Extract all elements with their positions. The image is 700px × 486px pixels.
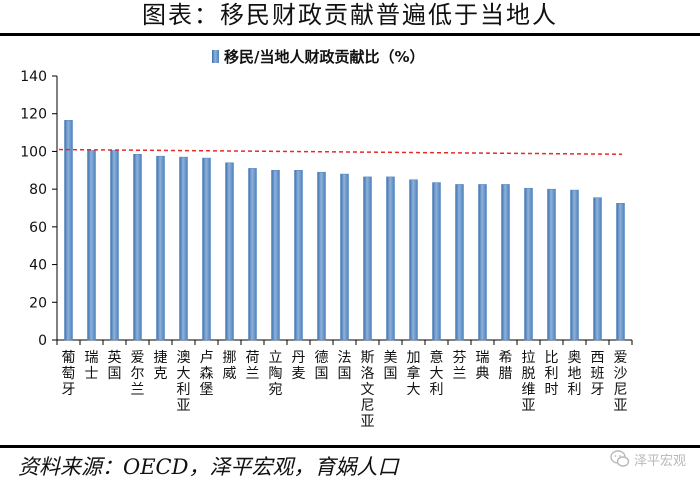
bar	[340, 173, 349, 341]
x-tick-label: 荷兰	[246, 350, 260, 382]
bar	[570, 189, 579, 341]
bar	[202, 157, 211, 341]
bar	[110, 150, 119, 341]
bar	[616, 203, 625, 341]
bar-chart: 移民/当地人财政贡献比（%） 0 20 40 60 80 100 120 140 葡萄牙瑞士英…	[20, 48, 633, 430]
x-tick-label: 瑞典	[476, 350, 490, 382]
x-tick-label: 芬兰	[453, 350, 467, 382]
y-tick-label: 120	[20, 107, 47, 123]
bar	[179, 156, 188, 341]
bar	[386, 176, 395, 341]
bar	[225, 162, 234, 341]
x-tick-label: 奥地利	[568, 349, 582, 398]
bar	[409, 179, 418, 341]
bar	[317, 171, 326, 341]
x-tick-label: 挪威	[223, 350, 237, 382]
x-tick-label: 澳大利亚	[177, 350, 191, 414]
y-tick-label: 60	[29, 220, 47, 236]
y-tick-label: 140	[20, 69, 47, 85]
bar	[87, 150, 96, 341]
x-tick-label: 葡萄牙	[62, 350, 76, 398]
x-tick-label: 爱沙尼亚	[614, 350, 628, 414]
x-tick-label: 英国	[108, 349, 122, 382]
x-tick-label: 捷克	[154, 350, 168, 382]
x-tick-label: 比利时	[545, 350, 559, 398]
x-tick-label: 斯洛文尼亚	[361, 350, 375, 430]
legend-label: 移民/当地人财政贡献比（%）	[224, 48, 425, 66]
bar	[363, 176, 372, 341]
bar	[133, 154, 142, 341]
watermark-text: 泽平宏观	[633, 453, 686, 469]
x-tick-label: 卢森堡	[200, 350, 214, 398]
bar-series	[64, 120, 625, 341]
x-tick-label: 瑞士	[85, 350, 99, 382]
bar	[294, 170, 303, 341]
y-tick-label: 100	[20, 144, 47, 160]
x-tick-label: 加拿大	[407, 350, 421, 398]
top-divider	[0, 33, 700, 36]
bar	[547, 188, 556, 341]
reference-line	[58, 148, 623, 156]
bar	[593, 197, 602, 341]
bar	[524, 187, 533, 341]
x-tick-label: 西班牙	[591, 350, 605, 398]
x-tick-label: 意大利	[430, 349, 444, 398]
bar	[455, 184, 464, 341]
y-tick-label: 40	[29, 258, 47, 274]
reference-line-group	[58, 148, 623, 156]
bar	[271, 170, 280, 341]
bar	[501, 184, 510, 341]
watermark: 泽平宏观	[610, 447, 686, 471]
x-tick-label: 德国	[315, 350, 329, 382]
bar	[156, 155, 165, 341]
bar	[64, 120, 73, 341]
x-tick-label: 美国	[384, 350, 398, 382]
bar	[478, 184, 487, 341]
y-tick-label: 80	[29, 182, 47, 198]
wechat-icon	[610, 450, 630, 467]
x-axis-labels: 葡萄牙瑞士英国爱尔兰捷克澳大利亚卢森堡挪威荷兰立陶宛丹麦德国法国斯洛文尼亚美国加…	[62, 349, 628, 430]
bar	[248, 168, 257, 341]
bar	[432, 182, 441, 341]
chart-legend: 移民/当地人财政贡献比（%）	[212, 48, 425, 66]
x-tick-label: 爱尔兰	[131, 350, 145, 398]
y-tick-label: 20	[29, 295, 47, 311]
legend-swatch	[212, 50, 219, 63]
source-note: 资料来源：OECD，泽平宏观，育娲人口	[18, 455, 399, 479]
x-tick-label: 希腊	[499, 350, 513, 382]
x-tick-label: 法国	[338, 350, 352, 382]
page-title: 图表：移民财政贡献普遍低于当地人	[142, 1, 558, 29]
x-tick-label: 立陶宛	[269, 350, 283, 398]
y-axis: 0 20 40 60 80 100 120 140	[20, 69, 633, 349]
x-tick-label: 丹麦	[292, 350, 306, 382]
y-tick-label: 0	[38, 333, 47, 349]
x-tick-label: 拉脱维亚	[522, 350, 536, 414]
bottom-divider	[0, 445, 700, 448]
